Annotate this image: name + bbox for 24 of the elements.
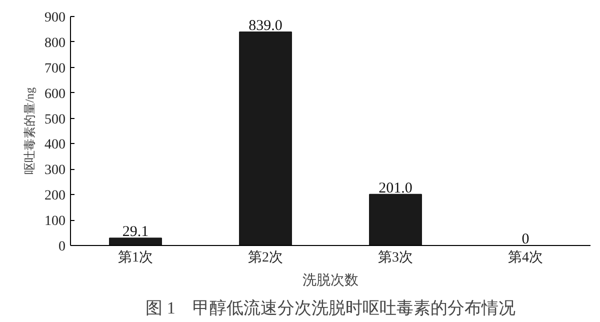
y-tick-label: 0 bbox=[58, 240, 66, 254]
x-tick-label: 第4次 bbox=[508, 250, 543, 266]
y-tick-label: 300 bbox=[44, 163, 66, 178]
y-tick-label: 700 bbox=[44, 61, 66, 76]
y-tick-label: 600 bbox=[44, 86, 66, 102]
x-tick-label: 第1次 bbox=[118, 250, 153, 266]
data-label: 0 bbox=[522, 232, 530, 248]
x-axis-title: 洗脱次数 bbox=[302, 272, 358, 288]
y-tick-label: 100 bbox=[44, 214, 66, 230]
data-label: 201.0 bbox=[378, 180, 412, 196]
text: 图 1 甲醇低流速分次洗脱时呕吐毒素的分布情况 bbox=[146, 298, 516, 318]
data-label: 839.0 bbox=[248, 18, 282, 34]
y-tick-label: 900 bbox=[44, 10, 66, 26]
bar bbox=[239, 32, 292, 246]
x-tick-label: 第3次 bbox=[378, 250, 413, 266]
y-tick-label: 200 bbox=[44, 188, 66, 204]
data-label: 29.1 bbox=[122, 224, 149, 240]
y-tick-label: 400 bbox=[44, 138, 66, 153]
y-axis-title: 呕吐毒素的量/ng bbox=[22, 87, 36, 175]
bar bbox=[369, 194, 422, 246]
y-tick-label: 500 bbox=[44, 112, 66, 128]
x-tick-label: 第2次 bbox=[248, 250, 283, 266]
bar bbox=[109, 238, 162, 246]
y-tick-label: 800 bbox=[44, 36, 66, 51]
